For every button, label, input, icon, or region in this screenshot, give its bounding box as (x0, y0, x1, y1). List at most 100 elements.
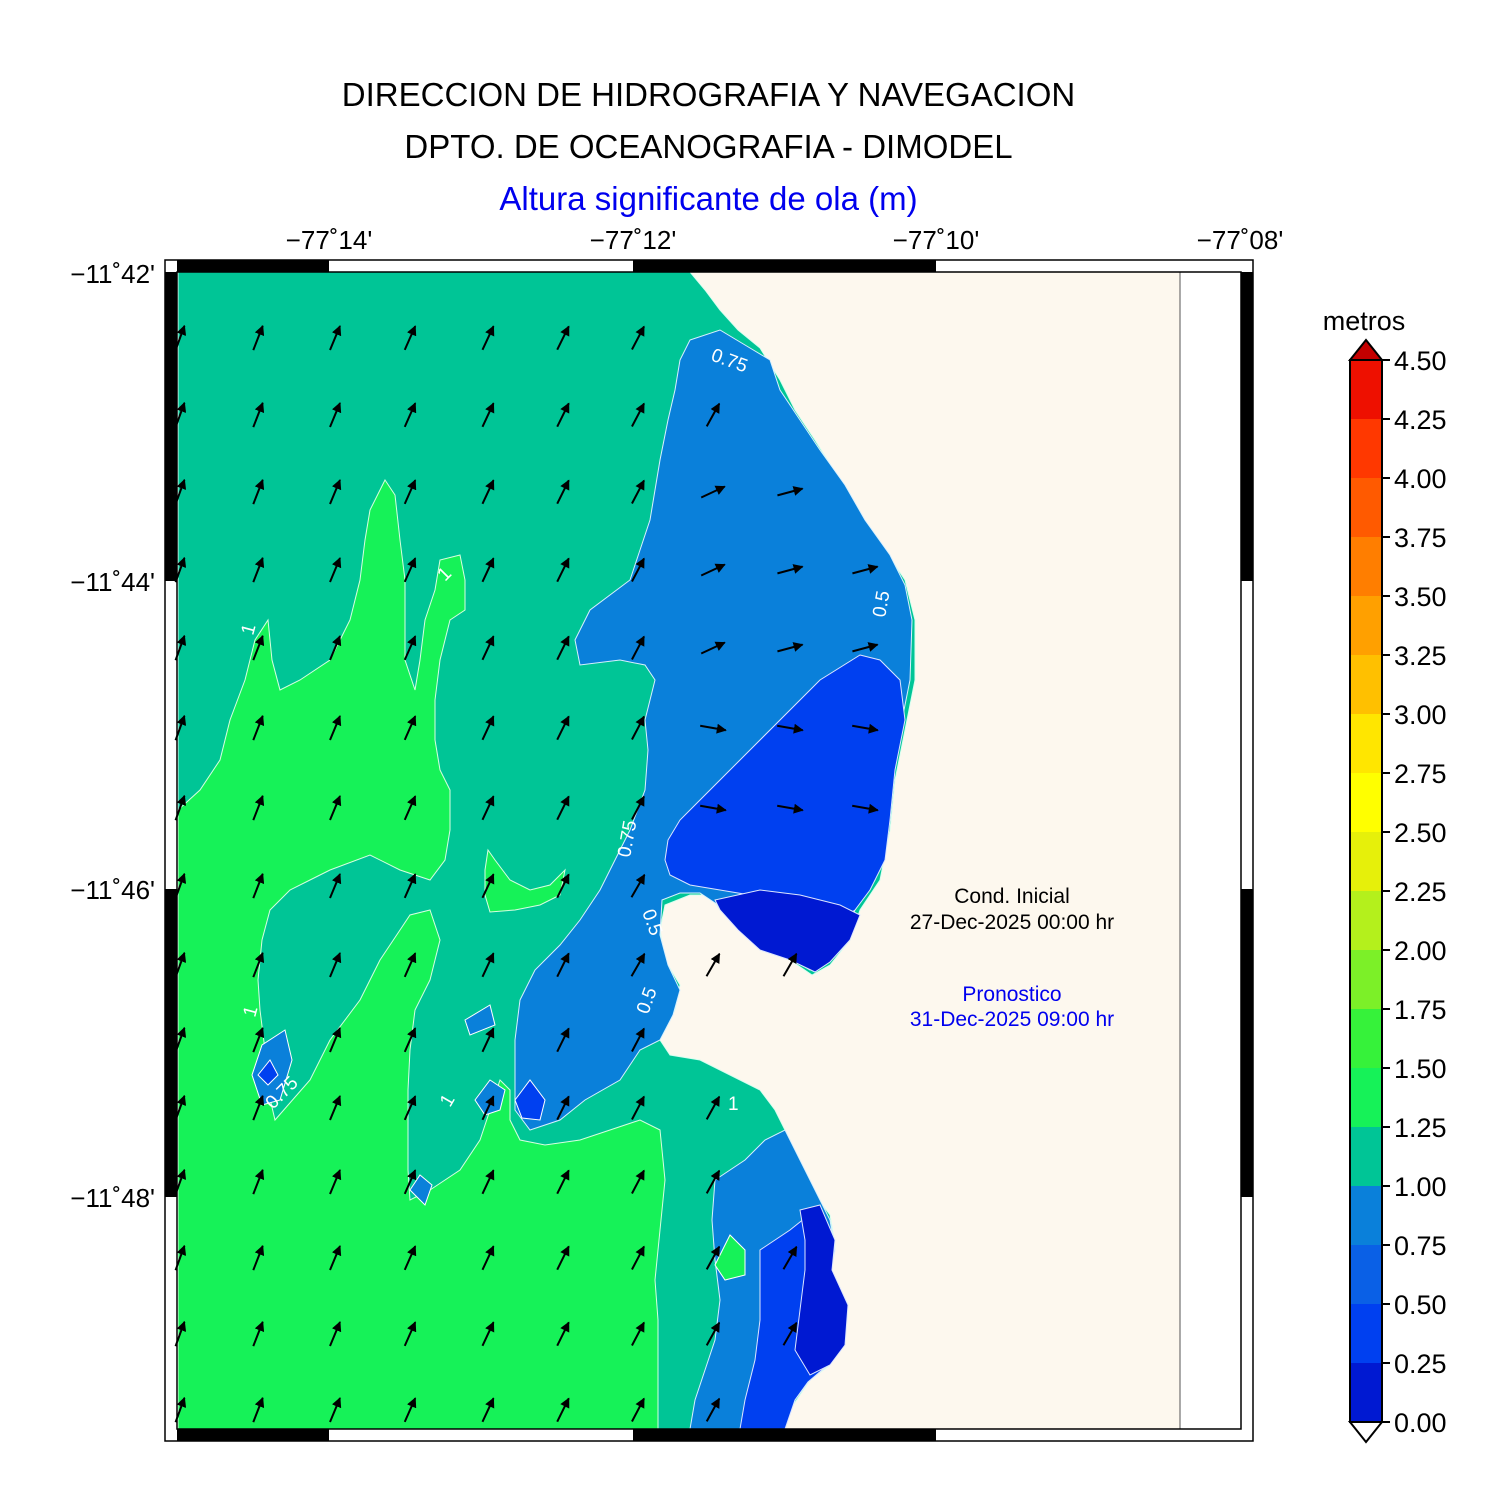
wave-direction-arrow (403, 715, 417, 741)
wave-direction-arrow (631, 402, 645, 427)
colorbar-level-label: 4.00 (1394, 464, 1447, 494)
wave-direction-arrow (556, 635, 570, 661)
wave-direction-arrow (481, 402, 495, 428)
colorbar-band (1350, 1304, 1382, 1363)
colorbar-level-label: 1.25 (1394, 1113, 1447, 1143)
sea-band-1.00-1.25-channel (484, 848, 566, 913)
colorbar-band (1350, 419, 1382, 478)
wave-direction-arrow (329, 1095, 342, 1121)
contour-label: 1 (240, 1004, 263, 1020)
map-frame (164, 259, 1254, 1442)
wave-direction-arrow (481, 1027, 495, 1053)
wave-direction-arrow (329, 1397, 342, 1423)
sea-band-0.00-0.25-north (714, 889, 861, 973)
sea-band-1.00-1.25-west (178, 479, 666, 1429)
color-bar: metros 0.00 0.25 0.50 0.75 1.00 1.25 1.50 1.75 2… (1323, 306, 1447, 1444)
wave-direction-arrow (403, 1245, 417, 1271)
wave-direction-arrow (403, 1027, 417, 1053)
lon-tick-label: −77˚12' (590, 225, 677, 255)
wave-direction-arrow (252, 634, 265, 661)
wave-direction-arrow (631, 715, 645, 740)
high-wave-spot-south (714, 1234, 746, 1281)
wave-direction-arrow (631, 1095, 645, 1120)
colorbar-band (1350, 537, 1382, 596)
colorbar-band (1350, 478, 1382, 537)
wave-direction-arrow (252, 556, 265, 583)
wave-direction-arrow (631, 557, 645, 582)
wave-direction-arrow (481, 1245, 495, 1271)
wave-direction-arrow (556, 402, 570, 428)
colorbar-level-label: 3.50 (1394, 582, 1447, 612)
colorbar-level-label: 1.50 (1394, 1054, 1447, 1084)
wave-direction-arrow (852, 803, 879, 814)
wave-direction-arrow (631, 635, 645, 660)
outside-domain-area (1180, 272, 1240, 1429)
colorbar-level-label: 2.50 (1394, 818, 1447, 848)
wave-direction-arrow (556, 1245, 570, 1271)
wave-direction-arrow (403, 325, 417, 351)
wave-direction-arrow (705, 1245, 721, 1270)
low-wave-spot-west-core (257, 1059, 279, 1086)
wave-direction-arrow (631, 1027, 645, 1052)
wave-direction-arrow (631, 1397, 645, 1422)
lat-tick-label: −11˚48' (70, 1183, 155, 1213)
wave-direction-arrow (481, 1321, 495, 1347)
colorbar-band (1350, 773, 1382, 832)
wave-direction-arrow (403, 402, 417, 428)
wave-direction-arrow (403, 795, 417, 821)
wave-direction-arrow (700, 803, 727, 814)
wave-direction-arrow (252, 1244, 265, 1271)
wave-direction-arrow (556, 715, 570, 741)
wave-direction-arrow (556, 952, 570, 978)
wave-direction-arrow (252, 324, 265, 351)
wave-direction-arrow (252, 872, 265, 899)
colorbar-band (1350, 1127, 1382, 1186)
colorbar-band (1350, 655, 1382, 714)
wave-direction-arrow (481, 952, 495, 978)
wave-direction-arrow (252, 1396, 265, 1423)
wave-direction-arrow (403, 873, 417, 899)
wave-direction-arrows (174, 324, 879, 1423)
wave-direction-arrow (252, 1168, 265, 1195)
wave-direction-arrow (630, 873, 646, 898)
wave-direction-arrow (631, 325, 645, 350)
contour-label: 0.5 (869, 589, 894, 619)
wave-direction-arrow (556, 1169, 570, 1195)
colorbar-level-label: 3.75 (1394, 523, 1447, 553)
wave-direction-arrow (329, 1169, 342, 1195)
colorbar-level-label: 0.25 (1394, 1349, 1447, 1379)
wave-direction-arrow (329, 402, 342, 428)
wave-direction-arrow (777, 723, 804, 734)
colorbar-level-label: 2.00 (1394, 936, 1447, 966)
wave-direction-arrow (481, 1397, 495, 1423)
colorbar-unit: metros (1323, 306, 1406, 336)
forecast-label: Pronostico (962, 983, 1061, 1006)
lon-tick-label: −77˚10' (893, 225, 980, 255)
wave-direction-arrow (705, 1397, 721, 1422)
wave-direction-arrow (782, 1245, 798, 1270)
wave-direction-arrow (852, 723, 879, 734)
wave-direction-arrow (329, 873, 342, 899)
wave-direction-arrow (556, 795, 570, 821)
wave-direction-arrow (403, 1169, 417, 1195)
colorbar-band (1350, 596, 1382, 655)
wave-direction-arrow (631, 1169, 645, 1194)
agency-title: DIRECCION DE HIDROGRAFIA Y NAVEGACION (341, 76, 1076, 113)
colorbar-band (1350, 714, 1382, 773)
lat-tick-label: −11˚42' (70, 259, 155, 289)
wave-direction-arrow (329, 715, 342, 741)
wave-direction-arrow (481, 1169, 495, 1195)
colorbar-level-label: 3.00 (1394, 700, 1447, 730)
low-wave-spot-east (514, 1079, 546, 1121)
wave-direction-arrow (481, 873, 495, 899)
wave-direction-arrow (252, 951, 265, 978)
wave-direction-arrow (329, 557, 342, 583)
wave-direction-arrow (481, 557, 495, 583)
wave-direction-arrow (700, 723, 727, 734)
wave-direction-arrow (403, 557, 417, 583)
wave-direction-arrow (631, 479, 645, 504)
wave-direction-arrow (481, 795, 495, 821)
wave-direction-arrow (252, 401, 265, 428)
colorbar-level-label: 1.75 (1394, 995, 1447, 1025)
colorbar-band (1350, 360, 1382, 419)
